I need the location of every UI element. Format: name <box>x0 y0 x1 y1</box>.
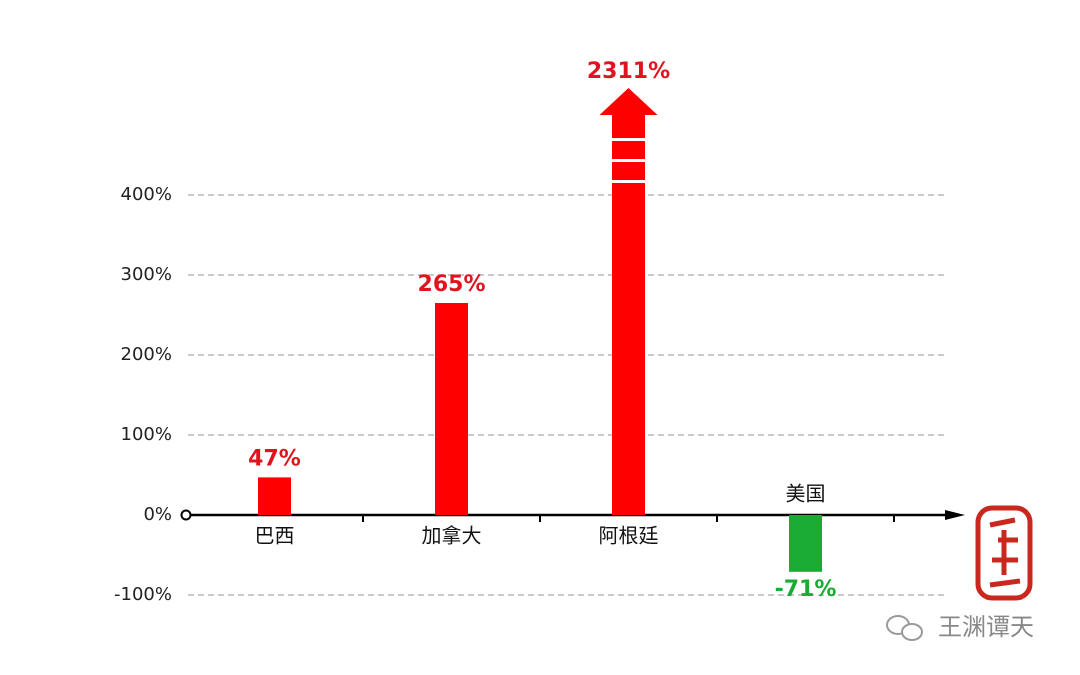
y-tick-label: -100% <box>114 584 172 605</box>
bar-arrow <box>599 88 658 115</box>
y-tick-label: 0% <box>143 504 172 525</box>
y-tick-label: 300% <box>121 264 172 285</box>
value-label: 265% <box>418 272 486 297</box>
seal <box>975 505 1033 601</box>
break-gap <box>612 159 645 162</box>
break-gap <box>612 180 645 183</box>
x-tick-label: 巴西 <box>255 524 295 548</box>
y-tick-label: 200% <box>121 344 172 365</box>
value-label: 2311% <box>587 59 670 84</box>
bar <box>789 515 822 572</box>
x-tick-label: 阿根廷 <box>599 524 659 548</box>
y-tick-label: 100% <box>121 424 172 445</box>
y-tick-label: 400% <box>121 184 172 205</box>
x-tick-label: 美国 <box>786 482 826 506</box>
bar <box>612 115 645 515</box>
watermark: 王渊谭天 <box>938 613 1034 641</box>
axis-origin <box>180 509 192 521</box>
bar <box>435 303 468 515</box>
x-tick-label: 加拿大 <box>422 524 482 548</box>
bar <box>258 477 291 515</box>
break-gap <box>612 138 645 141</box>
wechat-icon <box>886 615 923 641</box>
axis-arrow <box>945 510 965 520</box>
value-label: 47% <box>248 446 301 471</box>
value-label: -71% <box>775 577 837 602</box>
